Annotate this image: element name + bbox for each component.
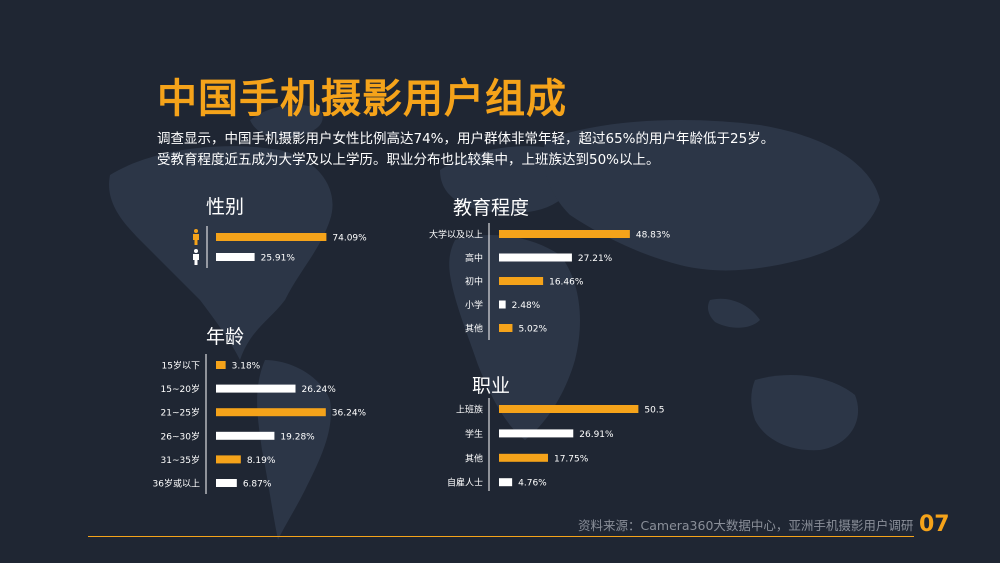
bottom-divider [88, 536, 914, 537]
education-value-label: 5.02% [518, 325, 547, 335]
age-bar [216, 431, 275, 440]
age-bar [216, 361, 226, 369]
occupation-bar [499, 478, 513, 487]
occupation-chart-title: 职业 [472, 375, 511, 397]
age-category-label: 15~20岁 [161, 383, 200, 395]
education-category-label: 高中 [465, 252, 483, 264]
education-category-label: 小学 [465, 299, 483, 311]
age-value-label: 8.19% [247, 456, 276, 466]
description-line: 调查显示，中国手机摄影用户女性比例高达74%，用户群体非常年轻，超过65%的用户… [157, 131, 775, 147]
age-category-label: 26~30岁 [161, 430, 200, 442]
age-value-label: 26.24% [302, 385, 337, 395]
occupation-bar [499, 405, 639, 413]
education-bar [499, 324, 513, 332]
description-line: 受教育程度近五成为大学及以上学历。职业分布也比较集中，上班族达到50%以上。 [157, 152, 660, 168]
occupation-category-label: 学生 [465, 428, 483, 440]
education-bar [499, 253, 572, 262]
age-category-label: 21~25岁 [161, 407, 200, 419]
occupation-value-label: 50.5 [644, 406, 664, 416]
age-value-label: 3.18% [232, 362, 261, 372]
gender-chart-title: 性别 [206, 196, 245, 218]
education-value-label: 48.83% [636, 231, 671, 241]
age-bar [216, 408, 326, 417]
age-value-label: 36.24% [332, 409, 367, 419]
age-bar [216, 479, 237, 487]
age-category-label: 15岁以下 [162, 360, 200, 372]
age-category-label: 31~35岁 [161, 454, 200, 466]
page-number: 07 [919, 512, 950, 537]
source-note: 资料来源：Camera360大数据中心，亚洲手机摄影用户调研 [578, 518, 914, 533]
education-value-label: 16.46% [549, 278, 584, 288]
age-chart-title: 年龄 [206, 326, 245, 348]
description: 调查显示，中国手机摄影用户女性比例高达74%，用户群体非常年轻，超过65%的用户… [157, 129, 837, 171]
gender-bar [216, 233, 327, 241]
education-chart-title: 教育程度 [453, 197, 530, 219]
page-title: 中国手机摄影用户组成 [157, 76, 567, 122]
occupation-value-label: 4.76% [518, 479, 547, 489]
education-bar [499, 277, 544, 285]
occupation-bar [499, 453, 548, 462]
age-value-label: 6.87% [243, 480, 272, 490]
occupation-value-label: 17.75% [554, 454, 589, 464]
female-icon [193, 229, 199, 245]
education-value-label: 2.48% [512, 301, 541, 311]
education-category-label: 初中 [465, 276, 483, 288]
occupation-value-label: 26.91% [579, 430, 614, 440]
age-bar [216, 455, 241, 464]
gender-bar [216, 253, 255, 261]
gender-value-label: 74.09% [332, 234, 367, 244]
age-value-label: 19.28% [280, 432, 315, 442]
education-bar [499, 230, 630, 238]
education-value-label: 27.21% [578, 254, 613, 264]
education-category-label: 大学以及以上 [429, 229, 483, 241]
education-category-label: 其他 [465, 323, 483, 335]
male-icon [193, 249, 199, 265]
occupation-bar [499, 429, 574, 438]
occupation-category-label: 自雇人士 [447, 477, 483, 489]
age-bar [216, 384, 296, 393]
occupation-category-label: 上班族 [456, 404, 483, 416]
age-category-label: 36岁或以上 [153, 478, 200, 490]
education-bar [499, 300, 506, 309]
gender-value-label: 25.91% [261, 254, 296, 264]
occupation-category-label: 其他 [465, 452, 483, 464]
